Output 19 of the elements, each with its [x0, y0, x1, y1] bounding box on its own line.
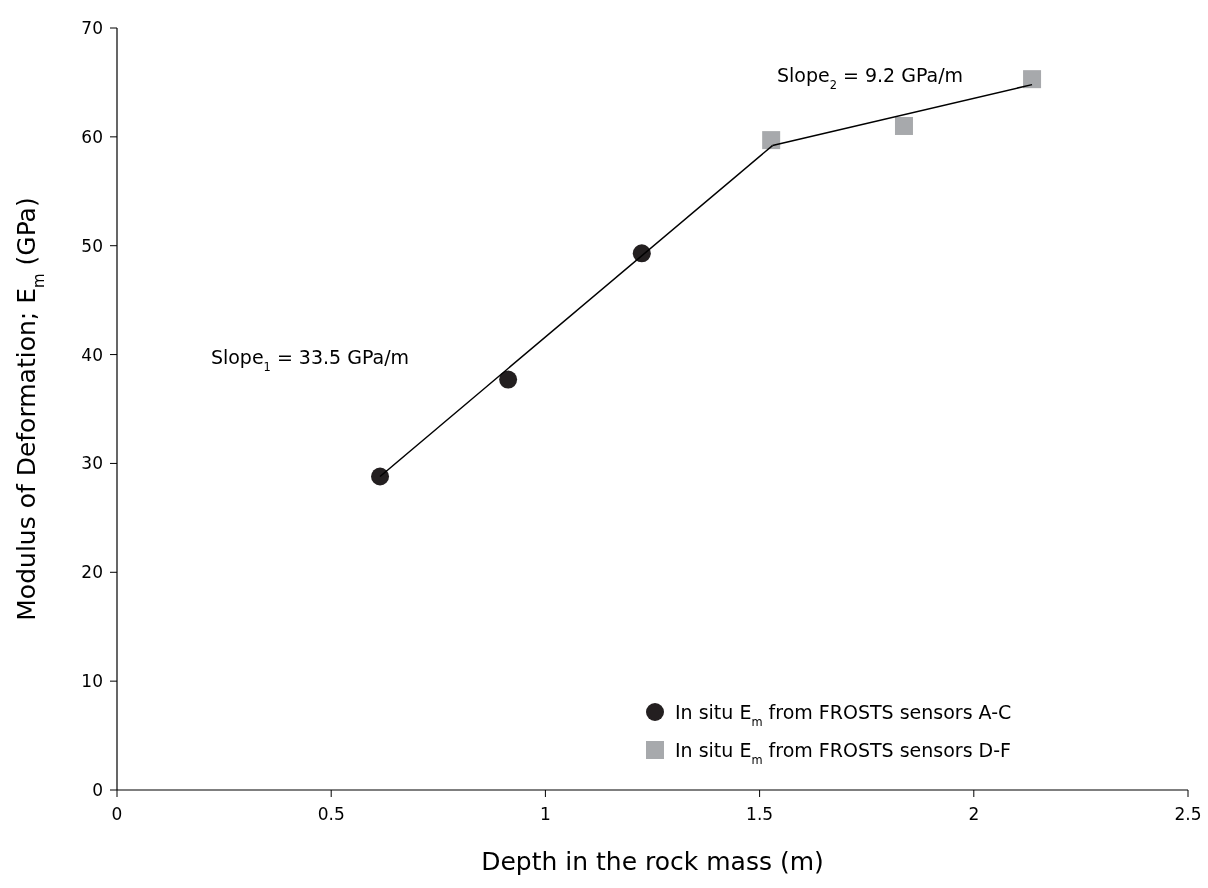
- x-tick-label: 2.5: [1174, 804, 1202, 824]
- x-axis-title: Depth in the rock mass (m): [481, 847, 824, 876]
- y-tick-label: 60: [81, 126, 103, 147]
- y-tick-label: 30: [81, 453, 103, 474]
- y-tick-label: 50: [81, 235, 103, 256]
- y-tick-label: 0: [92, 780, 103, 800]
- x-tick-label: 2: [968, 804, 980, 824]
- x-tick-label: 1: [539, 804, 551, 824]
- y-tick-label: 70: [81, 18, 103, 38]
- annotation: Slope$_{2}$ = 9.2 GPa/m: [776, 64, 964, 92]
- x-tick-label: 0: [111, 804, 123, 824]
- x-tick-label: 0.5: [317, 804, 345, 824]
- y-tick-label: 10: [81, 671, 103, 692]
- x-tick-label: 1.5: [746, 804, 774, 824]
- legend-label: In situ E$_{m}$ from FROSTS sensors D-F: [675, 739, 1011, 767]
- annotation: Slope$_{1}$ = 33.5 GPa/m: [210, 346, 410, 374]
- y-tick-label: 40: [81, 344, 103, 365]
- legend-label: In situ E$_{m}$ from FROSTS sensors A-C: [675, 701, 1012, 729]
- y-tick-label: 20: [81, 562, 103, 583]
